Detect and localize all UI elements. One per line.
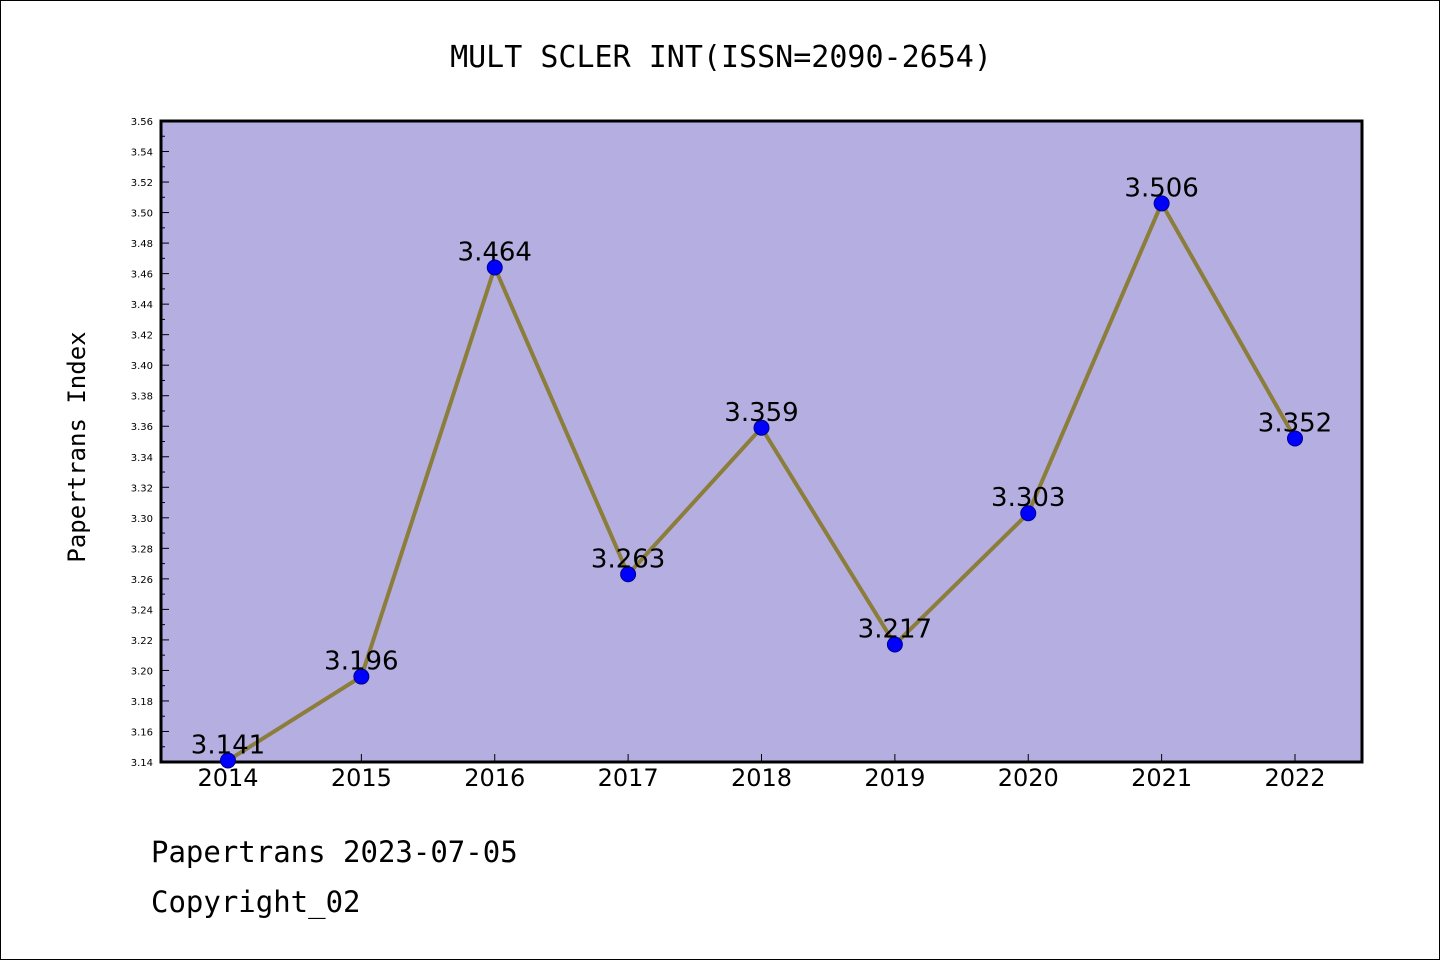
x-tick-label: 2021 [1131,764,1192,792]
y-tick-label: 3.50 [131,209,153,220]
y-tick-label: 3.42 [131,331,153,342]
data-point [1153,195,1170,212]
y-axis-ticks: 3.14 3.16 3.18 3.20 3.22 3.24 3.26 3.28 3.30 3.32… [131,117,169,769]
footer-date: Papertrans 2023-07-05 [151,835,518,869]
x-axis-ticks: 2014 2015 2016 2017 2018 2019 2020 2021 2022 [197,754,1326,792]
x-tick-label: 2015 [331,764,392,792]
y-tick-label: 3.36 [131,422,153,433]
y-tick-label: 3.46 [131,270,153,281]
data-label: 3.506 [1124,173,1198,203]
data-label: 3.263 [591,544,665,574]
x-tick-label: 2022 [1264,764,1325,792]
x-tick-label: 2018 [731,764,792,792]
data-point [220,752,236,769]
x-tick-label: 2019 [864,764,925,792]
y-tick-label: 3.18 [131,697,153,708]
data-point [753,419,770,436]
x-tick-label: 2016 [464,764,525,792]
data-point [353,668,370,685]
y-tick-label: 3.40 [131,361,153,372]
y-tick-label: 3.54 [131,148,153,159]
plot-area [159,119,1364,764]
y-tick-label: 3.44 [131,300,153,311]
footer-copyright: Copyright_02 [151,885,361,919]
y-tick-label: 3.28 [131,544,153,555]
y-tick-label: 3.16 [131,727,153,738]
data-point [886,636,903,653]
data-label: 3.196 [324,647,398,677]
data-label: 3.141 [191,730,265,760]
data-label: 3.359 [724,398,798,428]
x-tick-label: 2017 [598,764,659,792]
data-point [620,566,637,583]
data-label: 3.464 [458,238,532,268]
data-point [1287,430,1303,447]
data-labels: 3.141 3.196 3.464 3.263 3.359 3.217 3.303 3.506… [191,173,1332,760]
y-tick-label: 3.52 [131,178,153,189]
chart-title: MULT SCLER INT(ISSN=2090-2654) [450,40,992,75]
data-point [486,259,503,276]
y-tick-label: 3.34 [131,453,153,464]
y-tick-label: 3.24 [131,605,153,616]
y-tick-label: 3.22 [131,636,153,647]
x-tick-label: 2020 [998,764,1059,792]
y-tick-label: 3.14 [131,758,153,769]
y-axis-label: Papertrans Index [63,331,91,562]
y-tick-label: 3.56 [131,117,153,128]
data-label: 3.217 [858,614,932,644]
y-tick-label: 3.32 [131,483,153,494]
y-tick-label: 3.20 [131,666,153,677]
y-tick-label: 3.48 [131,239,153,250]
data-label: 3.303 [991,483,1065,513]
data-point [1020,505,1037,522]
data-markers [220,195,1303,769]
y-tick-label: 3.30 [131,514,153,525]
data-label: 3.352 [1258,408,1332,438]
x-tick-label: 2014 [197,764,258,792]
y-tick-label: 3.38 [131,392,153,403]
y-tick-label: 3.26 [131,575,153,586]
